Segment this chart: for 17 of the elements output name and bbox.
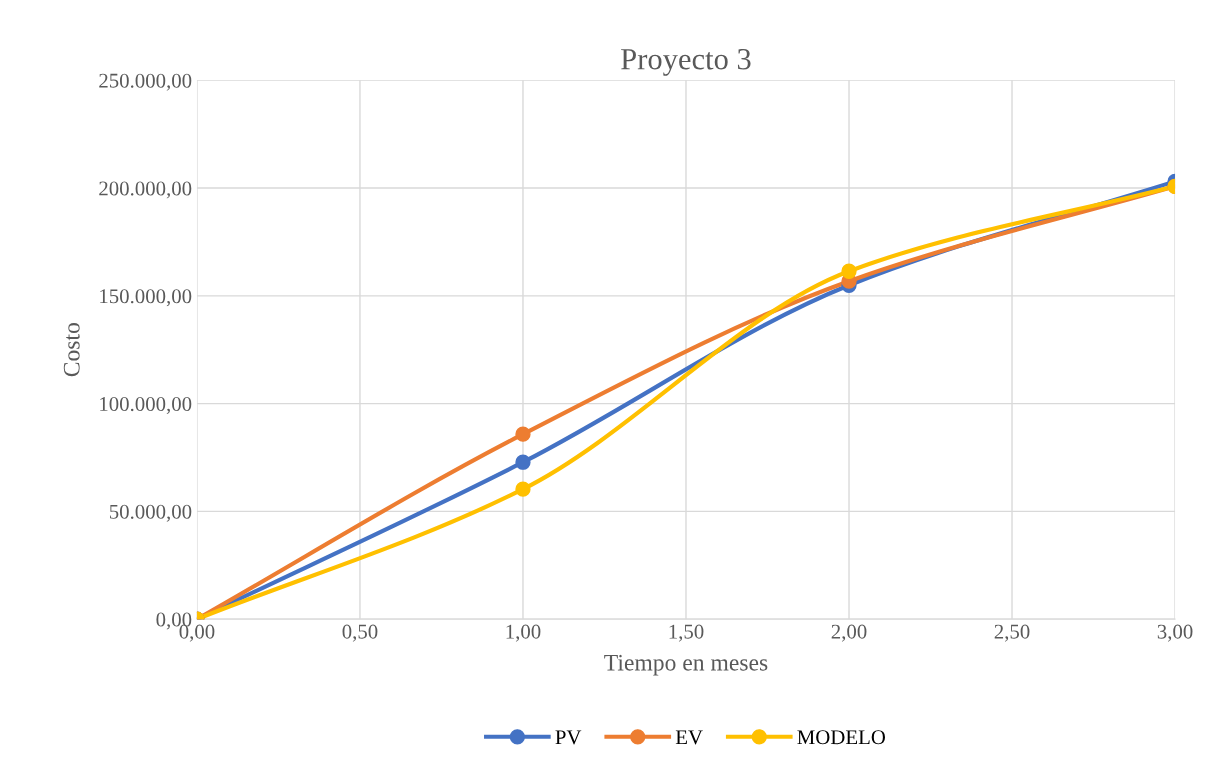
y-tick-label: 50.000,00 [109,504,192,522]
y-axis-title: Costo [63,323,80,377]
y-tick-label: 250.000,00 [99,73,192,91]
x-tick-label: 0,50 [342,624,378,642]
x-tick-label: 1,00 [506,624,541,642]
y-tick-label: 200.000,00 [99,181,192,199]
y-tick-label: 100.000,00 [100,396,192,415]
legend-label: EV [675,730,703,745]
x-tick-label: 2,50 [994,624,1030,642]
legend-label: MODELO [797,730,886,745]
y-tick-label: 150.000,00 [100,289,192,307]
legend-label: PV [555,730,582,745]
chart-title: Proyecto 3 [621,48,751,76]
x-tick-label: 2,00 [831,624,867,642]
x-tick-label: 1,50 [669,624,704,642]
x-tick-label: 3,00 [1157,624,1193,642]
x-axis-title: Tiempo en meses [604,654,768,676]
